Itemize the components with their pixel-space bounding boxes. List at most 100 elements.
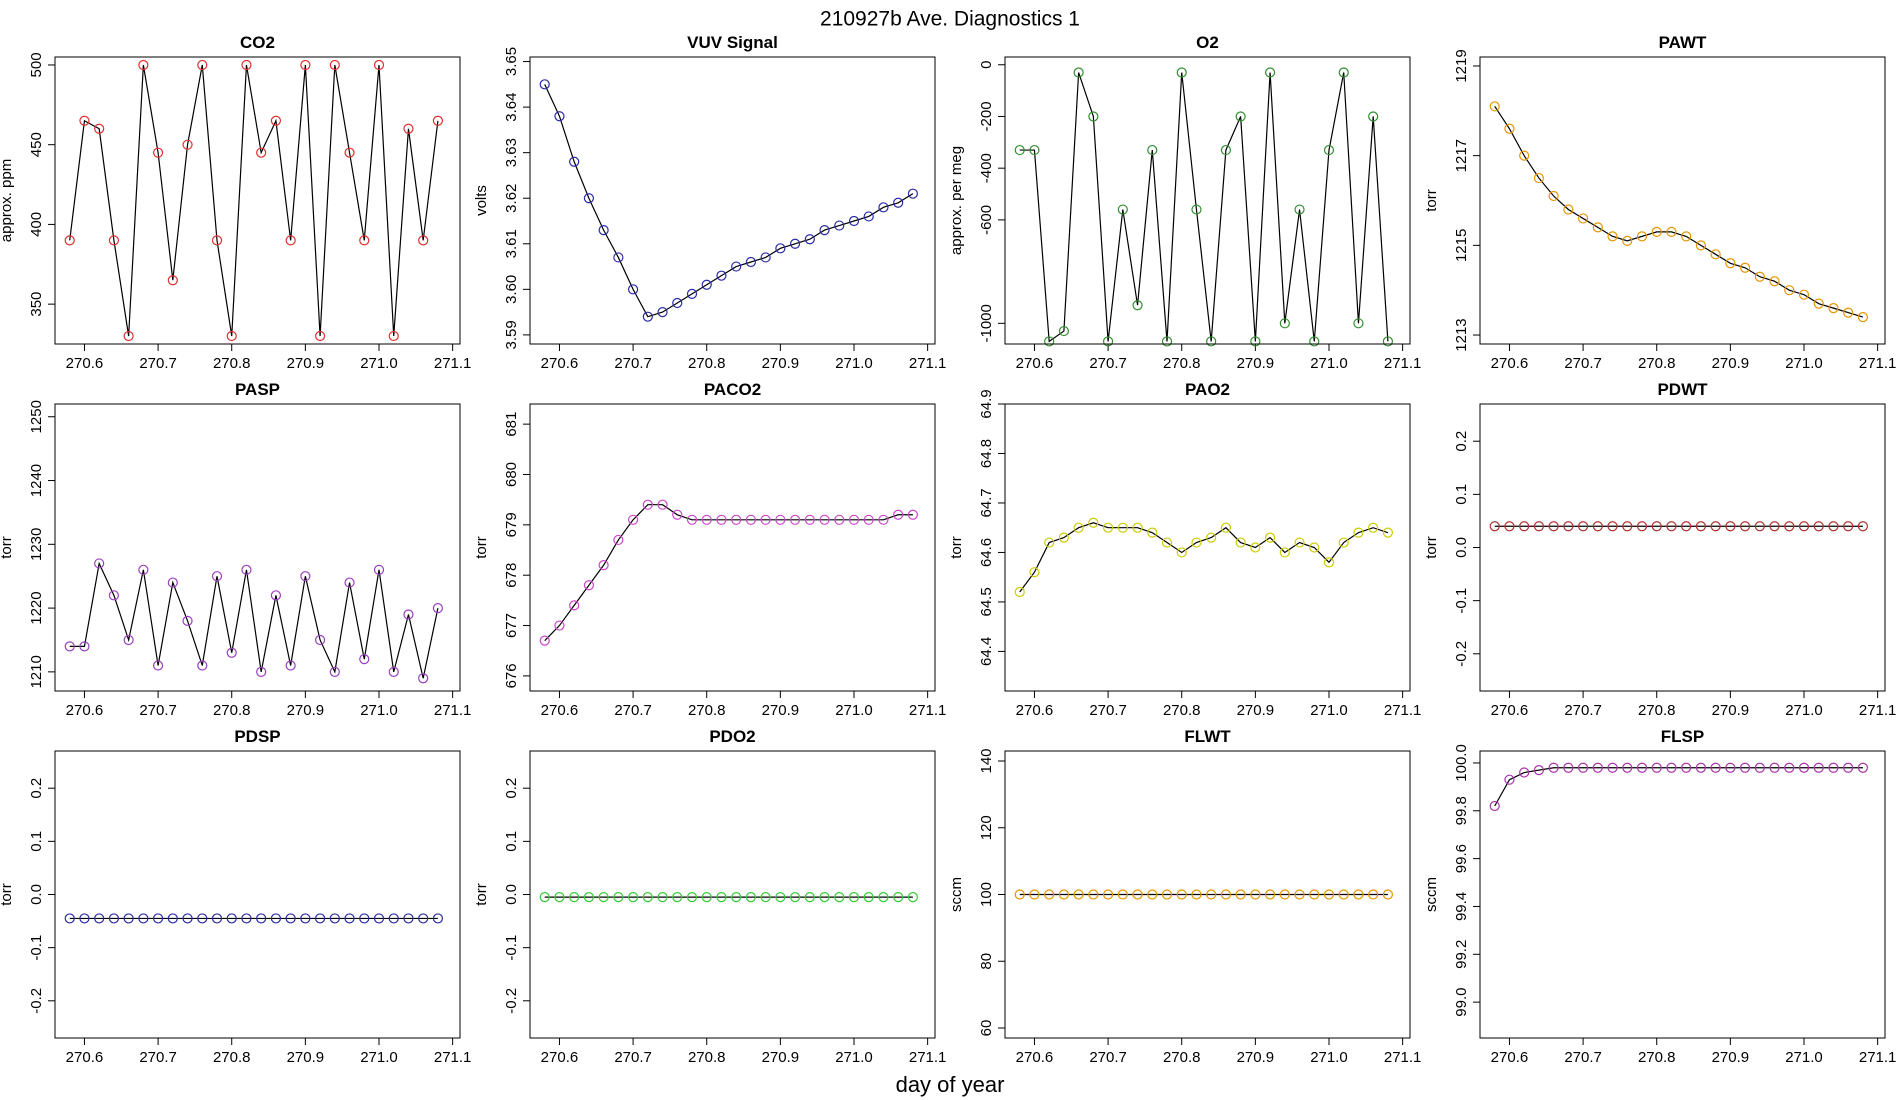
y-tick-label: 3.59 — [503, 320, 520, 349]
data-point — [1843, 762, 1854, 773]
y-tick-label: 0.2 — [503, 778, 520, 799]
data-point — [1533, 521, 1545, 532]
y-tick-label: 400 — [28, 212, 45, 237]
data-point — [344, 913, 355, 924]
data-point — [1279, 318, 1290, 329]
data-point — [1607, 521, 1618, 532]
y-tick-label: 1213 — [1453, 318, 1470, 351]
data-point — [226, 913, 237, 924]
x-tick-label: 270.7 — [1564, 355, 1602, 372]
series-line — [544, 504, 913, 642]
data-point — [834, 514, 845, 525]
panel-title: PASP — [235, 380, 280, 399]
y-axis-label: torr — [1423, 189, 1440, 212]
data-point — [329, 59, 340, 71]
x-tick-label: 270.8 — [1163, 702, 1201, 719]
x-tick-label: 270.7 — [139, 702, 177, 719]
x-tick-label: 270.6 — [1491, 702, 1529, 719]
y-tick-label: 1217 — [1453, 139, 1470, 172]
y-tick-label: 1220 — [28, 591, 45, 624]
data-point — [539, 635, 550, 646]
data-point — [123, 913, 134, 924]
data-point — [1353, 889, 1364, 900]
data-point — [1695, 240, 1707, 251]
data-point — [79, 115, 90, 126]
data-point — [539, 892, 550, 903]
data-point — [388, 330, 399, 342]
data-point — [893, 509, 904, 520]
data-point — [300, 59, 311, 71]
y-tick-label: 677 — [503, 613, 520, 638]
data-point — [760, 252, 771, 263]
data-point — [270, 590, 282, 601]
plot-frame — [54, 56, 461, 345]
data-point — [1592, 762, 1603, 773]
data-point — [1368, 889, 1379, 900]
data-point — [1220, 144, 1232, 156]
y-tick-label: 64.8 — [978, 439, 995, 468]
x-tick-label: 270.9 — [1712, 355, 1750, 372]
data-point — [1147, 527, 1158, 538]
x-tick-label: 270.7 — [1089, 702, 1127, 719]
data-point — [1102, 522, 1114, 533]
x-tick-label: 270.8 — [213, 355, 251, 372]
data-point — [1132, 300, 1143, 311]
data-point — [701, 514, 712, 525]
x-tick-label: 271.0 — [835, 355, 873, 372]
y-tick-label: 3.65 — [503, 47, 520, 76]
x-tick-label: 270.6 — [66, 702, 104, 719]
x-tick-label: 270.9 — [1237, 355, 1275, 372]
x-tick-label: 271.1 — [1859, 1049, 1897, 1066]
x-tick-label: 270.9 — [287, 1049, 325, 1066]
data-point — [657, 892, 668, 903]
data-point — [1769, 521, 1780, 532]
data-point — [1147, 144, 1158, 156]
series-line — [1019, 72, 1389, 343]
data-point — [1206, 889, 1217, 900]
data-point — [1607, 231, 1618, 242]
data-point — [314, 634, 326, 646]
data-point — [241, 59, 252, 71]
data-point — [1117, 522, 1128, 533]
data-point — [848, 215, 860, 227]
data-point — [1132, 522, 1143, 533]
y-tick-label: 0.1 — [503, 831, 520, 852]
data-point — [1784, 762, 1795, 773]
data-point — [373, 913, 385, 924]
data-point — [270, 913, 282, 924]
data-point — [1176, 889, 1187, 900]
data-point — [138, 564, 149, 575]
data-point — [1117, 889, 1128, 900]
data-point — [1843, 521, 1854, 532]
data-point — [226, 330, 237, 342]
data-point — [211, 571, 223, 582]
y-tick-label: 0.2 — [28, 778, 45, 799]
y-tick-label: 3.60 — [503, 275, 520, 304]
data-point — [1666, 226, 1677, 237]
x-tick-label: 271.1 — [434, 702, 472, 719]
x-tick-label: 270.6 — [541, 355, 579, 372]
data-point — [256, 913, 267, 924]
y-tick-label: 1250 — [28, 400, 45, 433]
data-point — [1323, 889, 1335, 900]
data-point — [1710, 249, 1721, 260]
data-point — [1073, 67, 1084, 78]
y-tick-label: 681 — [503, 412, 520, 437]
data-point — [1636, 762, 1648, 773]
data-point — [1828, 762, 1839, 773]
data-point — [64, 913, 75, 924]
data-point — [1769, 762, 1780, 773]
data-point — [1264, 532, 1276, 543]
data-point — [848, 892, 860, 903]
panel-title: VUV Signal — [687, 33, 778, 52]
data-point — [1191, 889, 1202, 900]
data-point — [197, 660, 208, 671]
x-tick-label: 270.9 — [1237, 702, 1275, 719]
data-point — [1014, 144, 1025, 156]
x-tick-label: 270.7 — [1564, 1049, 1602, 1066]
data-point — [359, 913, 370, 924]
data-point — [285, 660, 296, 671]
data-point — [1828, 303, 1839, 314]
y-tick-label: 100.0 — [1453, 744, 1470, 782]
